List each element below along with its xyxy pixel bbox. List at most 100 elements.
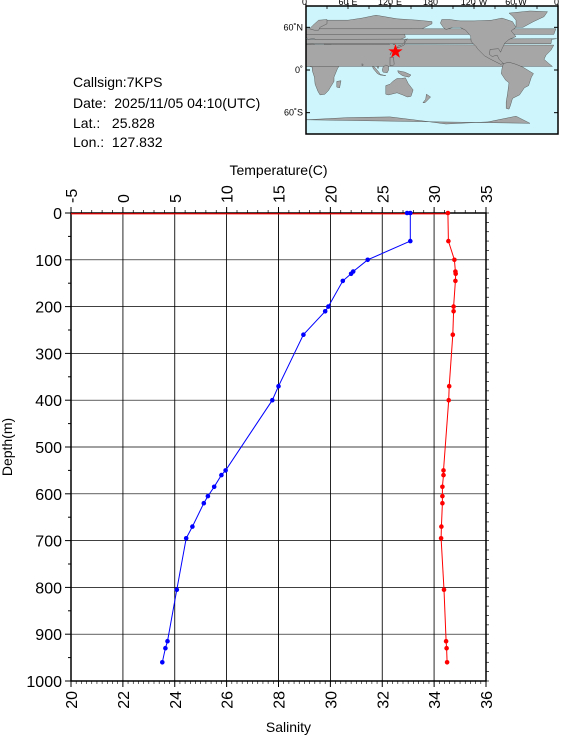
map-lon-label: 120˚E [378, 0, 402, 7]
map-landmass [382, 64, 389, 74]
date-label: Date: [73, 95, 107, 111]
temperature-data-point [190, 524, 195, 529]
temperature-data-point [205, 493, 211, 499]
salinity-data-point [453, 278, 458, 284]
map-lon-label: 0˚ [302, 0, 310, 7]
temperature-data-point [404, 210, 410, 216]
lon-line: Lon.: 127.832 [73, 133, 163, 151]
lon-value: 127.832 [111, 134, 163, 150]
temperature-data-point [340, 278, 346, 284]
temperature-data-point [163, 645, 168, 651]
map-lon-label: 120˚W [461, 0, 488, 7]
salinity-data-point [446, 238, 451, 244]
map-landmass [389, 57, 395, 66]
temperature-data-point [301, 332, 306, 338]
date-value: 2025/11/05 04:10(UTC) [114, 95, 261, 111]
salinity-data-point [443, 638, 449, 644]
salinity-tick-label: 22 [116, 691, 133, 709]
map-lon-label: 60˚E [338, 0, 357, 7]
map-landmass [385, 77, 414, 98]
map-landmass [389, 52, 392, 55]
x-top-axis-label: Temperature(C) [229, 162, 327, 178]
x-bottom-axis-label: Salinity [266, 719, 311, 735]
map-landmass [501, 61, 534, 110]
salinity-tick-label: 36 [479, 691, 496, 709]
map-lon-label: 60˚W [505, 0, 527, 7]
map-landmass [372, 66, 386, 76]
temperature-data-point [276, 383, 281, 389]
salinity-data-point [446, 383, 452, 389]
map-landmass [396, 38, 408, 49]
salinity-data-point [450, 332, 456, 338]
map-landmass [336, 80, 342, 89]
depth-tick-label: 100 [35, 253, 62, 270]
lat-value: 25.828 [111, 115, 155, 131]
temperature-series-line [161, 212, 411, 663]
salinity-data-point [453, 271, 459, 277]
map-lat-label: 0˚ [295, 65, 303, 75]
lat-line: Lat.: 25.828 [73, 114, 155, 132]
salinity-data-point [440, 500, 445, 506]
map-landmass [508, 10, 548, 28]
temperature-data-point [183, 536, 189, 541]
temperature-data-point [223, 468, 228, 473]
salinity-data-point [439, 524, 444, 529]
map-lat-label: 60˚S [284, 108, 303, 118]
temperature-tick-label: 30 [427, 185, 444, 203]
temperature-data-point [219, 472, 224, 478]
lat-label: Lat.: [73, 115, 101, 131]
temperature-data-point [270, 397, 275, 403]
depth-tick-label: 800 [35, 580, 62, 597]
salinity-data-point [440, 484, 445, 490]
y-axis-label: Depth(m) [0, 418, 15, 476]
temperature-data-point [174, 587, 180, 592]
temperature-data-point [201, 500, 207, 506]
salinity-data-point [444, 660, 450, 665]
temperature-data-point [408, 210, 413, 216]
map-landmass [397, 70, 412, 78]
map-landmass [440, 17, 517, 65]
salinity-tick-label: 28 [272, 691, 289, 709]
callsign-line: Callsign:7KPS [73, 73, 163, 91]
temperature-tick-label: -5 [64, 189, 81, 203]
salinity-data-point [452, 257, 457, 263]
salinity-data-point [446, 397, 452, 403]
temperature-data-point [365, 257, 371, 263]
temperature-tick-label: 20 [323, 185, 340, 203]
depth-tick-label: 0 [53, 206, 62, 223]
map-lon-label: 180˚ [423, 0, 441, 7]
salinity-data-point [441, 472, 446, 478]
depth-tick-label: 600 [35, 487, 62, 504]
lon-label: Lon.: [73, 134, 105, 150]
callsign-value: 7KPS [126, 74, 163, 90]
salinity-tick-label: 32 [375, 691, 392, 709]
date-line: Date: 2025/11/05 04:10(UTC) [73, 94, 260, 112]
salinity-data-point [451, 304, 456, 309]
temperature-data-point [348, 271, 354, 277]
temperature-tick-label: 10 [220, 185, 237, 203]
depth-tick-label: 300 [35, 346, 62, 363]
temperature-data-point [165, 638, 170, 644]
temperature-data-point [160, 660, 165, 665]
temperature-data-point [408, 238, 413, 244]
depth-tick-label: 500 [35, 440, 62, 457]
salinity-data-point [445, 210, 451, 216]
salinity-tick-label: 20 [64, 691, 81, 709]
temperature-tick-label: 5 [168, 194, 185, 203]
temperature-tick-label: 0 [116, 194, 133, 203]
world-map: 0˚ 60˚E 120˚E 180˚ 120˚W 60˚W 0˚ 60˚N 0˚ 60˚S [283, 0, 562, 135]
temperature-tick-label: 15 [272, 185, 289, 203]
map-lon-label: 0˚ [554, 0, 562, 7]
map-landmass [361, 63, 364, 67]
depth-tick-label: 200 [35, 300, 62, 317]
salinity-tick-label: 26 [220, 691, 237, 709]
station-marker-star [388, 44, 403, 58]
map-landmass [422, 93, 431, 103]
temperature-data-point [211, 484, 217, 490]
temperature-data-point [322, 309, 328, 314]
salinity-data-point [441, 468, 446, 473]
salinity-data-point [444, 645, 449, 651]
salinity-data-point [438, 536, 444, 541]
depth-tick-label: 900 [35, 627, 62, 644]
